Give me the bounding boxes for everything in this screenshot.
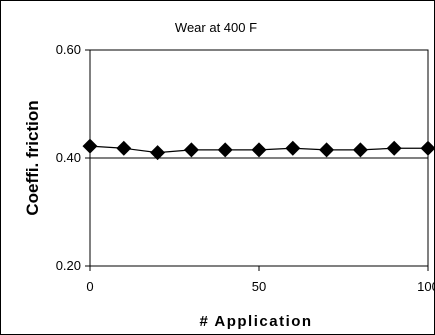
chart-title: Wear at 400 F xyxy=(175,20,257,35)
data-point xyxy=(116,140,132,156)
data-point xyxy=(319,142,335,158)
data-point xyxy=(285,140,301,156)
y-tick-label: 0.20 xyxy=(56,258,81,273)
data-point xyxy=(82,138,98,154)
data-point xyxy=(352,142,368,158)
x-tick-label: 0 xyxy=(86,279,93,294)
y-axis-title: Coeffi. friction xyxy=(23,100,42,215)
data-point xyxy=(150,145,166,161)
x-axis-title: # Application xyxy=(199,313,312,330)
y-tick-label: 0.60 xyxy=(56,42,81,57)
data-point xyxy=(217,142,233,158)
data-point xyxy=(386,140,402,156)
data-point xyxy=(251,142,267,158)
data-point xyxy=(420,140,435,156)
data-point xyxy=(183,142,199,158)
y-tick-label: 0.40 xyxy=(56,150,81,165)
x-tick-label: 100 xyxy=(417,279,435,294)
x-tick-label: 50 xyxy=(252,279,266,294)
